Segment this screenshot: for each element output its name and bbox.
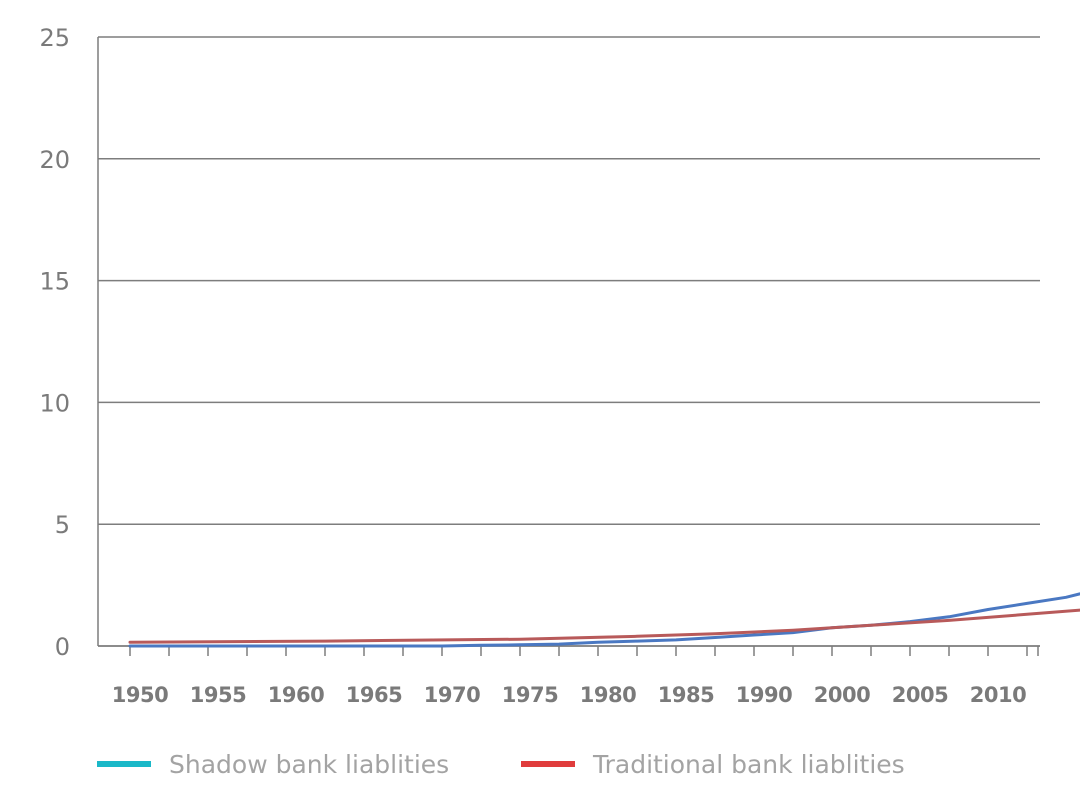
series-line-traditional xyxy=(128,608,1080,644)
x-tick-label: 1980 xyxy=(580,683,636,707)
series-line-shadow xyxy=(128,592,1080,648)
x-tick-label: 1985 xyxy=(658,683,714,707)
x-tick-label: 2000 xyxy=(814,683,870,707)
x-tick-label: 1970 xyxy=(424,683,480,707)
x-tick-label: 1965 xyxy=(346,683,402,707)
y-tick-label: 0 xyxy=(55,633,70,661)
x-tick-label: 1990 xyxy=(736,683,792,707)
legend-item-shadow: Shadow bank liablities xyxy=(97,742,449,786)
legend-item-traditional: Traditional bank liablities xyxy=(521,742,905,786)
series-lines xyxy=(128,592,1080,648)
x-tick-label: 1955 xyxy=(190,683,246,707)
y-tick-label: 5 xyxy=(55,511,70,539)
x-tick-label: 2010 xyxy=(970,683,1026,707)
y-tick-label: 10 xyxy=(39,389,70,417)
legend-label-shadow: Shadow bank liablities xyxy=(169,749,450,779)
legend-swatch-traditional xyxy=(521,761,575,767)
line-chart-svg: 0 5 10 15 20 25 1950 1955 1960 1965 1970 1975 1980 19… xyxy=(39,24,1080,707)
x-tick-label: 1960 xyxy=(268,683,324,707)
axes: 0 5 10 15 20 25 1950 1955 1960 1965 1970 1975 1980 19… xyxy=(39,24,1040,707)
legend: Shadow bank liablities Traditional bank … xyxy=(0,742,1080,786)
x-tick-label: 1950 xyxy=(112,683,168,707)
x-tick-label: 2005 xyxy=(892,683,948,707)
legend-swatch-shadow xyxy=(97,761,151,767)
y-tick-label: 15 xyxy=(39,268,70,296)
x-tick-label: 1975 xyxy=(502,683,558,707)
gridlines xyxy=(98,36,1040,647)
y-tick-label: 25 xyxy=(39,24,70,52)
legend-label-traditional: Traditional bank liablities xyxy=(593,749,905,779)
y-tick-label: 20 xyxy=(39,146,70,174)
